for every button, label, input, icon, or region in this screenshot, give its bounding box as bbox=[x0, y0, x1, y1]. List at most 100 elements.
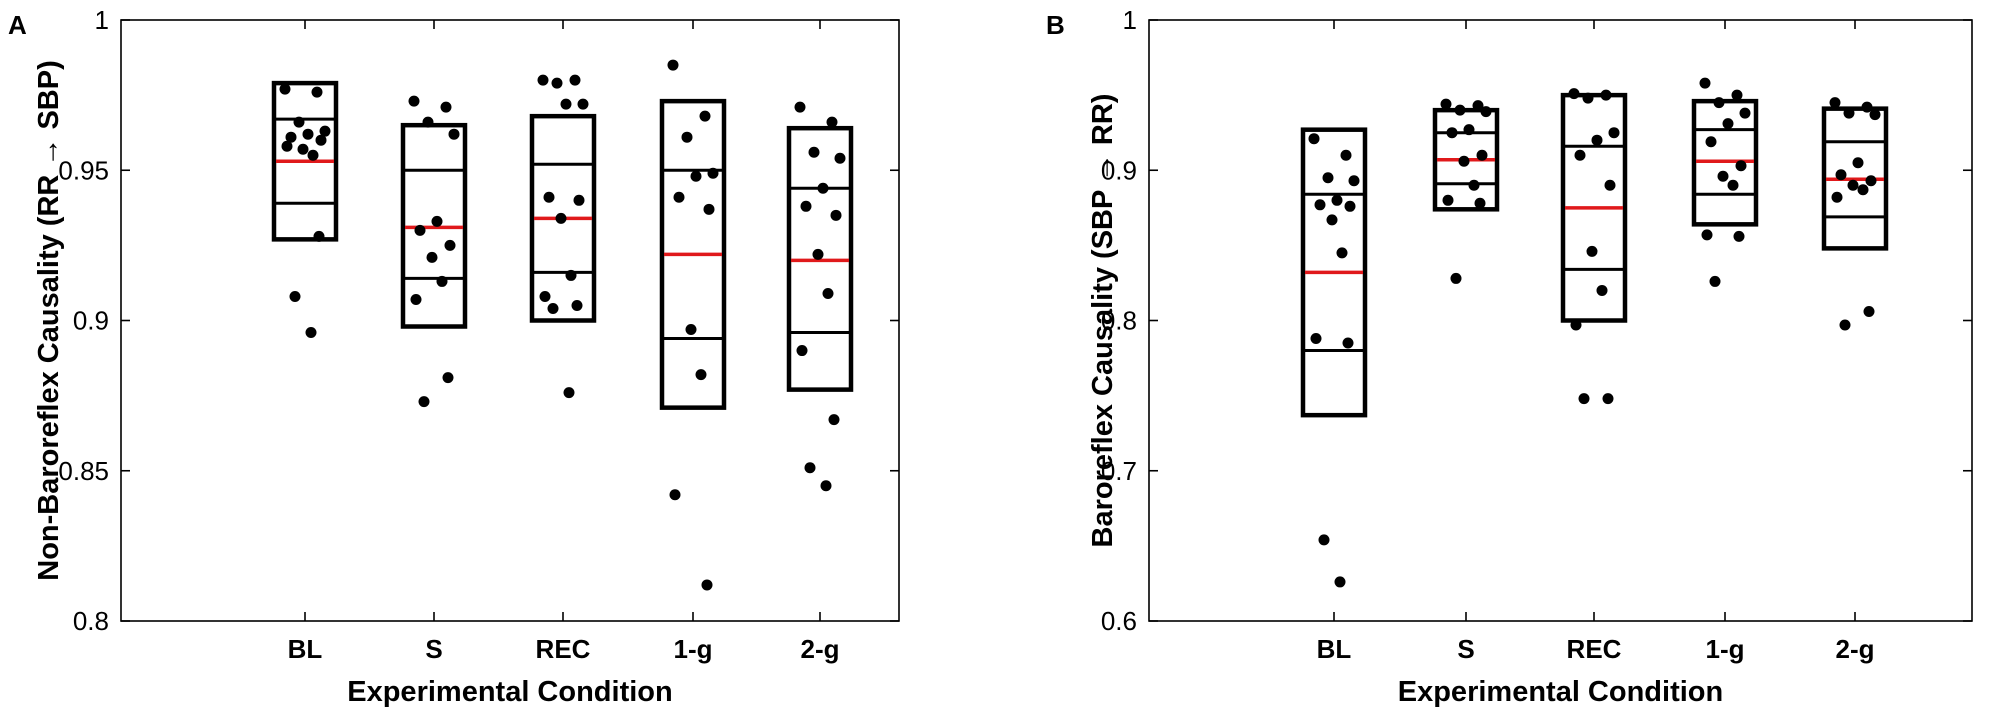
data-point bbox=[408, 95, 420, 107]
data-point bbox=[537, 74, 549, 86]
data-point bbox=[547, 302, 559, 314]
data-point bbox=[667, 59, 679, 71]
box-group-s bbox=[400, 95, 468, 408]
data-point bbox=[1474, 197, 1486, 209]
data-point bbox=[448, 128, 460, 140]
data-point bbox=[302, 128, 314, 140]
data-point bbox=[571, 299, 583, 311]
data-point bbox=[442, 372, 454, 384]
data-point bbox=[1713, 97, 1725, 109]
data-point bbox=[560, 98, 572, 110]
data-point bbox=[418, 396, 430, 408]
y-tick-label: 1 bbox=[95, 5, 109, 35]
box-group-bl bbox=[1300, 127, 1368, 588]
data-point bbox=[285, 131, 297, 143]
x-category-label: 2-g bbox=[1836, 634, 1875, 664]
data-point bbox=[1591, 134, 1603, 146]
data-point bbox=[436, 275, 448, 287]
data-point bbox=[822, 287, 834, 299]
x-category-label: S bbox=[1457, 634, 1474, 664]
data-point bbox=[279, 83, 291, 95]
data-point bbox=[1847, 179, 1859, 191]
data-point bbox=[414, 224, 426, 236]
data-point bbox=[1831, 191, 1843, 203]
plot-area-frame bbox=[120, 19, 900, 622]
data-point bbox=[1835, 169, 1847, 181]
box-group-2-g bbox=[786, 101, 854, 492]
x-category-label: 1-g bbox=[1706, 634, 1745, 664]
data-point bbox=[551, 77, 563, 89]
data-point bbox=[1334, 576, 1346, 588]
data-point bbox=[1476, 149, 1488, 161]
data-point bbox=[1310, 333, 1322, 345]
data-point bbox=[1458, 155, 1470, 167]
data-point bbox=[426, 251, 438, 263]
data-point bbox=[1468, 179, 1480, 191]
data-point bbox=[695, 369, 707, 381]
data-point bbox=[1568, 88, 1580, 100]
chart-panel-b: 0.6 0.7 0.8 0.9 1 BL S REC 1-g 2-g Experimental Co… bbox=[1046, 5, 1973, 708]
data-point bbox=[817, 182, 829, 194]
data-point bbox=[794, 101, 806, 113]
data-point bbox=[1852, 157, 1864, 169]
x-category-label: 2-g bbox=[801, 634, 840, 664]
data-point bbox=[1308, 133, 1320, 145]
panel-label: A bbox=[8, 10, 27, 40]
y-tick-label: 0.8 bbox=[73, 606, 109, 636]
y-tick-label: 1 bbox=[1123, 5, 1137, 35]
data-point bbox=[1574, 149, 1586, 161]
y-axis-title: Baroreflex Causality (SBP → RR) bbox=[1087, 94, 1119, 548]
box-outer bbox=[529, 113, 597, 323]
data-point bbox=[669, 489, 681, 501]
data-point bbox=[800, 200, 812, 212]
x-axis-title: Experimental Condition bbox=[1398, 676, 1723, 708]
y-tick-label: 0.6 bbox=[1101, 606, 1137, 636]
box-outer bbox=[786, 125, 854, 392]
x-category-label: BL bbox=[1317, 634, 1352, 664]
box-outer bbox=[659, 98, 727, 410]
data-point bbox=[1699, 77, 1711, 89]
data-point bbox=[808, 146, 820, 158]
data-point bbox=[1727, 179, 1739, 191]
data-point bbox=[834, 152, 846, 164]
box-group-s bbox=[1432, 98, 1500, 284]
data-point bbox=[1570, 319, 1582, 331]
data-point bbox=[690, 170, 702, 182]
data-point bbox=[828, 414, 840, 426]
data-point bbox=[440, 101, 452, 113]
x-category-label: S bbox=[425, 634, 442, 664]
data-point bbox=[1318, 534, 1330, 546]
data-point bbox=[297, 143, 309, 155]
data-point bbox=[1342, 337, 1354, 349]
panel-label: B bbox=[1046, 10, 1065, 40]
y-axis-title: Non-Baroreflex Causality (RR → SBP) bbox=[33, 60, 65, 581]
data-point bbox=[1463, 124, 1475, 136]
data-point bbox=[1442, 194, 1454, 206]
data-point bbox=[1735, 160, 1747, 172]
data-point bbox=[1843, 107, 1855, 119]
box-group-2-g bbox=[1821, 97, 1889, 331]
chart-panel-a: 0.8 0.85 0.9 0.95 1 BL S REC 1-g 2-g Experimental … bbox=[8, 5, 900, 708]
data-point bbox=[1857, 184, 1869, 196]
data-point bbox=[1454, 104, 1466, 116]
data-point bbox=[410, 293, 422, 305]
data-point bbox=[573, 194, 585, 206]
data-point bbox=[826, 116, 838, 128]
x-category-label: REC bbox=[536, 634, 591, 664]
data-point bbox=[1472, 100, 1484, 112]
data-point bbox=[1348, 175, 1360, 187]
data-point bbox=[307, 149, 319, 161]
data-point bbox=[1733, 230, 1745, 242]
box-outer bbox=[400, 122, 468, 329]
data-point bbox=[1717, 170, 1729, 182]
data-point bbox=[1446, 127, 1458, 139]
data-point bbox=[796, 345, 808, 357]
y-tick-label: 0.85 bbox=[58, 456, 109, 486]
data-point bbox=[1709, 275, 1721, 287]
data-point bbox=[1578, 393, 1590, 405]
x-category-label: 1-g bbox=[674, 634, 713, 664]
box-outer bbox=[1432, 107, 1500, 212]
data-point bbox=[1450, 272, 1462, 284]
data-point bbox=[1731, 89, 1743, 101]
